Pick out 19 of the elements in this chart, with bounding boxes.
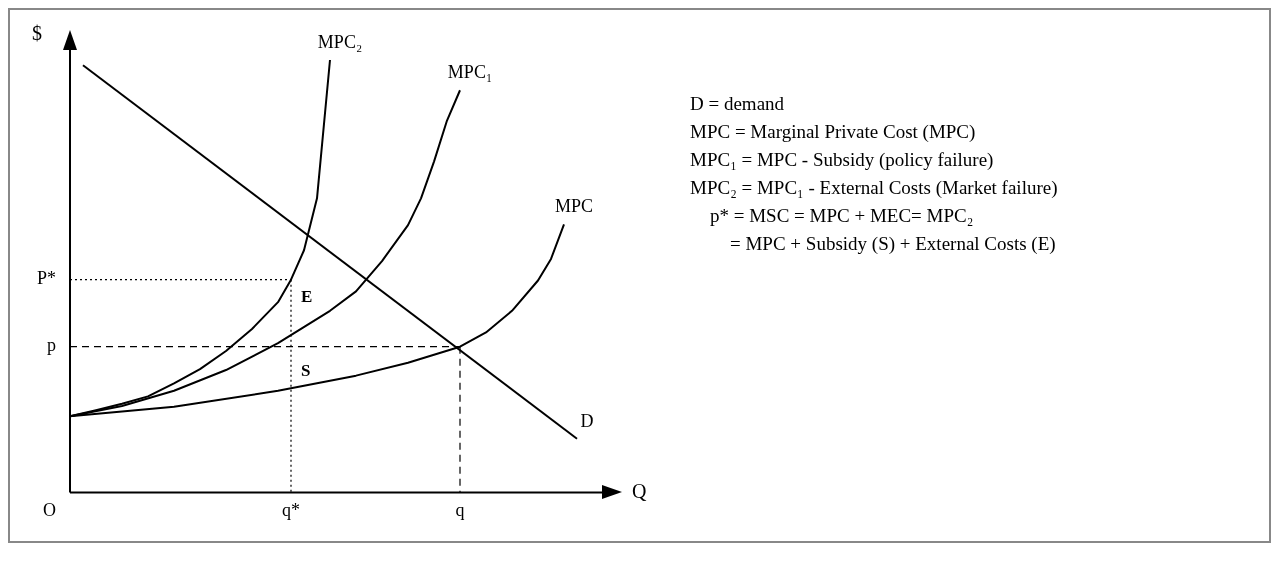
text: = MPC + Subsidy (S) + External Costs (E)	[729, 232, 1057, 256]
text: MPC = Marginal Private Cost (MPC)	[690, 120, 977, 144]
text: MPC₁ = MPC - Subsidy (policy failure)	[690, 148, 995, 172]
x-tick-label: q*	[282, 499, 300, 520]
y-axis-title: $	[32, 22, 42, 45]
x-axis-title: Q	[632, 479, 647, 502]
text: D = demand	[690, 92, 786, 116]
series-label: MPC	[554, 196, 594, 217]
annotation: S	[301, 360, 311, 380]
text: p* = MSC = MPC + MEC= MPC₂	[709, 204, 975, 228]
series-label: D	[580, 410, 594, 431]
series-label: MPC₂	[317, 31, 363, 52]
series-label: p	[47, 335, 56, 356]
x-tick-label: q	[455, 499, 465, 520]
annotation: E	[301, 287, 313, 307]
series-label: MPC₁	[447, 62, 493, 82]
text: MPC₂ = MPC₁ - External Costs (Market failure)	[690, 176, 1058, 200]
text: O	[43, 500, 56, 521]
series-label: P*	[36, 268, 56, 289]
